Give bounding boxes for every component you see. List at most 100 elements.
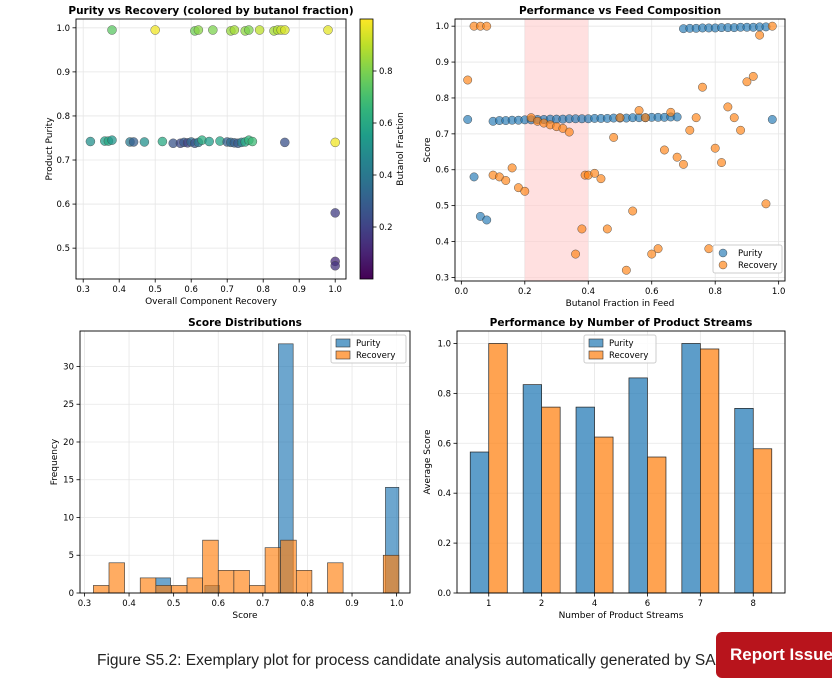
c3-bar-recovery — [186, 577, 203, 594]
c1-point — [323, 25, 333, 35]
c3-ytick-label: 10 — [63, 513, 74, 523]
c1-colorbar — [359, 18, 374, 280]
c1-point — [157, 136, 168, 147]
c2-point-recovery — [685, 125, 695, 135]
c1-axes-frame — [75, 18, 347, 280]
c1-point — [193, 25, 204, 35]
c2-point-purity — [482, 215, 492, 225]
c2-point-recovery — [761, 199, 771, 209]
c2-point-recovery — [507, 163, 517, 173]
c1-point — [150, 25, 160, 35]
c2-point-recovery — [602, 224, 612, 234]
c4-xtick-label: 1 — [486, 599, 491, 609]
c3-ytick-label: 0 — [69, 589, 74, 599]
c4-xtick-label: 4 — [592, 599, 597, 609]
c2-legend — [712, 244, 783, 274]
c1-xtick-label: 0.8 — [256, 285, 270, 295]
c2-point-recovery — [666, 107, 676, 117]
c3-bar-recovery — [233, 570, 250, 594]
c2-point-recovery — [596, 174, 606, 184]
c3-ytick-label: 20 — [63, 438, 74, 448]
c2-point-recovery — [710, 143, 720, 153]
c2-point-recovery — [577, 224, 587, 234]
c4-legend-swatch — [588, 350, 604, 360]
c2-point-purity — [672, 112, 682, 122]
c3-xtick-label: 0.7 — [256, 599, 270, 609]
c4-bar-purity — [469, 451, 490, 594]
c3-xtick-label: 0.8 — [301, 599, 315, 609]
c3-axes-frame — [79, 330, 411, 594]
c1-point — [330, 261, 340, 271]
c2-legend-label: Purity — [738, 249, 763, 259]
c1-point — [247, 136, 258, 147]
c1-point — [244, 25, 254, 35]
c2-point-recovery — [755, 30, 765, 40]
c2-point-recovery — [501, 176, 511, 185]
c1-xtick-label: 0.4 — [112, 285, 126, 295]
c2-point-recovery — [729, 113, 739, 123]
c1-colorbar-tick-label: 0.2 — [379, 223, 393, 233]
c1-xtick-label: 0.9 — [292, 285, 306, 295]
c1-xtick-label: 0.5 — [148, 285, 162, 295]
c4-bar-recovery — [594, 436, 614, 594]
c1-ytick-label: 0.8 — [56, 112, 70, 122]
c1-colorbar-label: Butanol Fraction — [396, 112, 406, 185]
c3-legend-label: Recovery — [356, 351, 395, 361]
c2-point-recovery — [590, 168, 600, 178]
c2-ylabel: Score — [423, 137, 433, 163]
c1-point — [208, 25, 218, 35]
c2-ytick-label: 0.5 — [435, 202, 449, 212]
c1-colorbar-tick-label: 0.4 — [379, 171, 393, 181]
c4-ytick-label: 0.0 — [437, 589, 451, 599]
c2-xtick-label: 0.8 — [708, 287, 722, 297]
c4-xtick-label: 6 — [645, 599, 650, 609]
c4-bar-recovery — [700, 348, 720, 594]
c4-bar-purity — [628, 377, 648, 594]
c2-ytick-label: 1.0 — [435, 22, 449, 32]
c3-bar-recovery — [382, 554, 400, 594]
c2-point-recovery — [571, 249, 580, 259]
c2-xtick-label: 0.4 — [582, 287, 596, 297]
c3-xtick-label: 0.4 — [122, 599, 136, 609]
c2-ytick-label: 0.7 — [435, 130, 449, 140]
c1-ytick-label: 0.6 — [56, 200, 70, 210]
c4-legend-label: Purity — [609, 339, 634, 349]
c4-bar-recovery — [647, 456, 667, 594]
c3-bar-recovery — [295, 570, 313, 594]
c4-bar-purity — [734, 408, 754, 594]
c4-ylabel: Average Score — [423, 429, 433, 494]
report-issue-button[interactable]: Report Issue — [716, 632, 832, 678]
c2-point-purity — [463, 115, 473, 124]
c1-point — [280, 137, 290, 148]
c1-colorbar-tick-label: 0.6 — [379, 119, 393, 129]
c3-xtick-label: 0.6 — [211, 599, 225, 609]
c2-xtick-label: 0.6 — [645, 287, 659, 297]
c3-bar-recovery — [139, 577, 157, 594]
c2-xtick-label: 1.0 — [772, 287, 786, 297]
c1-ytick-label: 0.9 — [56, 68, 70, 78]
c2-point-recovery — [698, 82, 707, 92]
c3-ytick-label: 15 — [63, 476, 74, 486]
c2-point-recovery — [723, 102, 733, 112]
c3-ytick-label: 25 — [63, 400, 74, 410]
c2-xlabel: Butanol Fraction in Feed — [566, 299, 675, 309]
c2-point-recovery — [564, 127, 574, 137]
c4-bar-purity — [522, 384, 542, 594]
c2-shaded-region — [524, 19, 589, 281]
c2-point-recovery — [767, 21, 777, 31]
c3-ytick-label: 30 — [63, 362, 74, 372]
c2-axes-frame — [454, 18, 786, 282]
c2-ytick-label: 0.6 — [435, 166, 449, 176]
c3-bar-recovery — [155, 585, 172, 594]
c3-xtick-label: 0.9 — [345, 599, 359, 609]
c4-legend-label: Recovery — [609, 351, 648, 361]
c2-point-recovery — [660, 145, 669, 155]
c1-point — [280, 25, 290, 35]
c3-xtick-label: 0.5 — [167, 599, 181, 609]
c3-title: Score Distributions — [188, 317, 302, 329]
figure-canvas: Purity vs Recovery (colored by butanol f… — [45, 5, 786, 621]
c2-point-recovery — [679, 159, 688, 169]
c1-xlabel: Overall Component Recovery — [145, 297, 278, 307]
c4-xtick-label: 8 — [751, 599, 756, 609]
c2-point-recovery — [628, 206, 638, 216]
